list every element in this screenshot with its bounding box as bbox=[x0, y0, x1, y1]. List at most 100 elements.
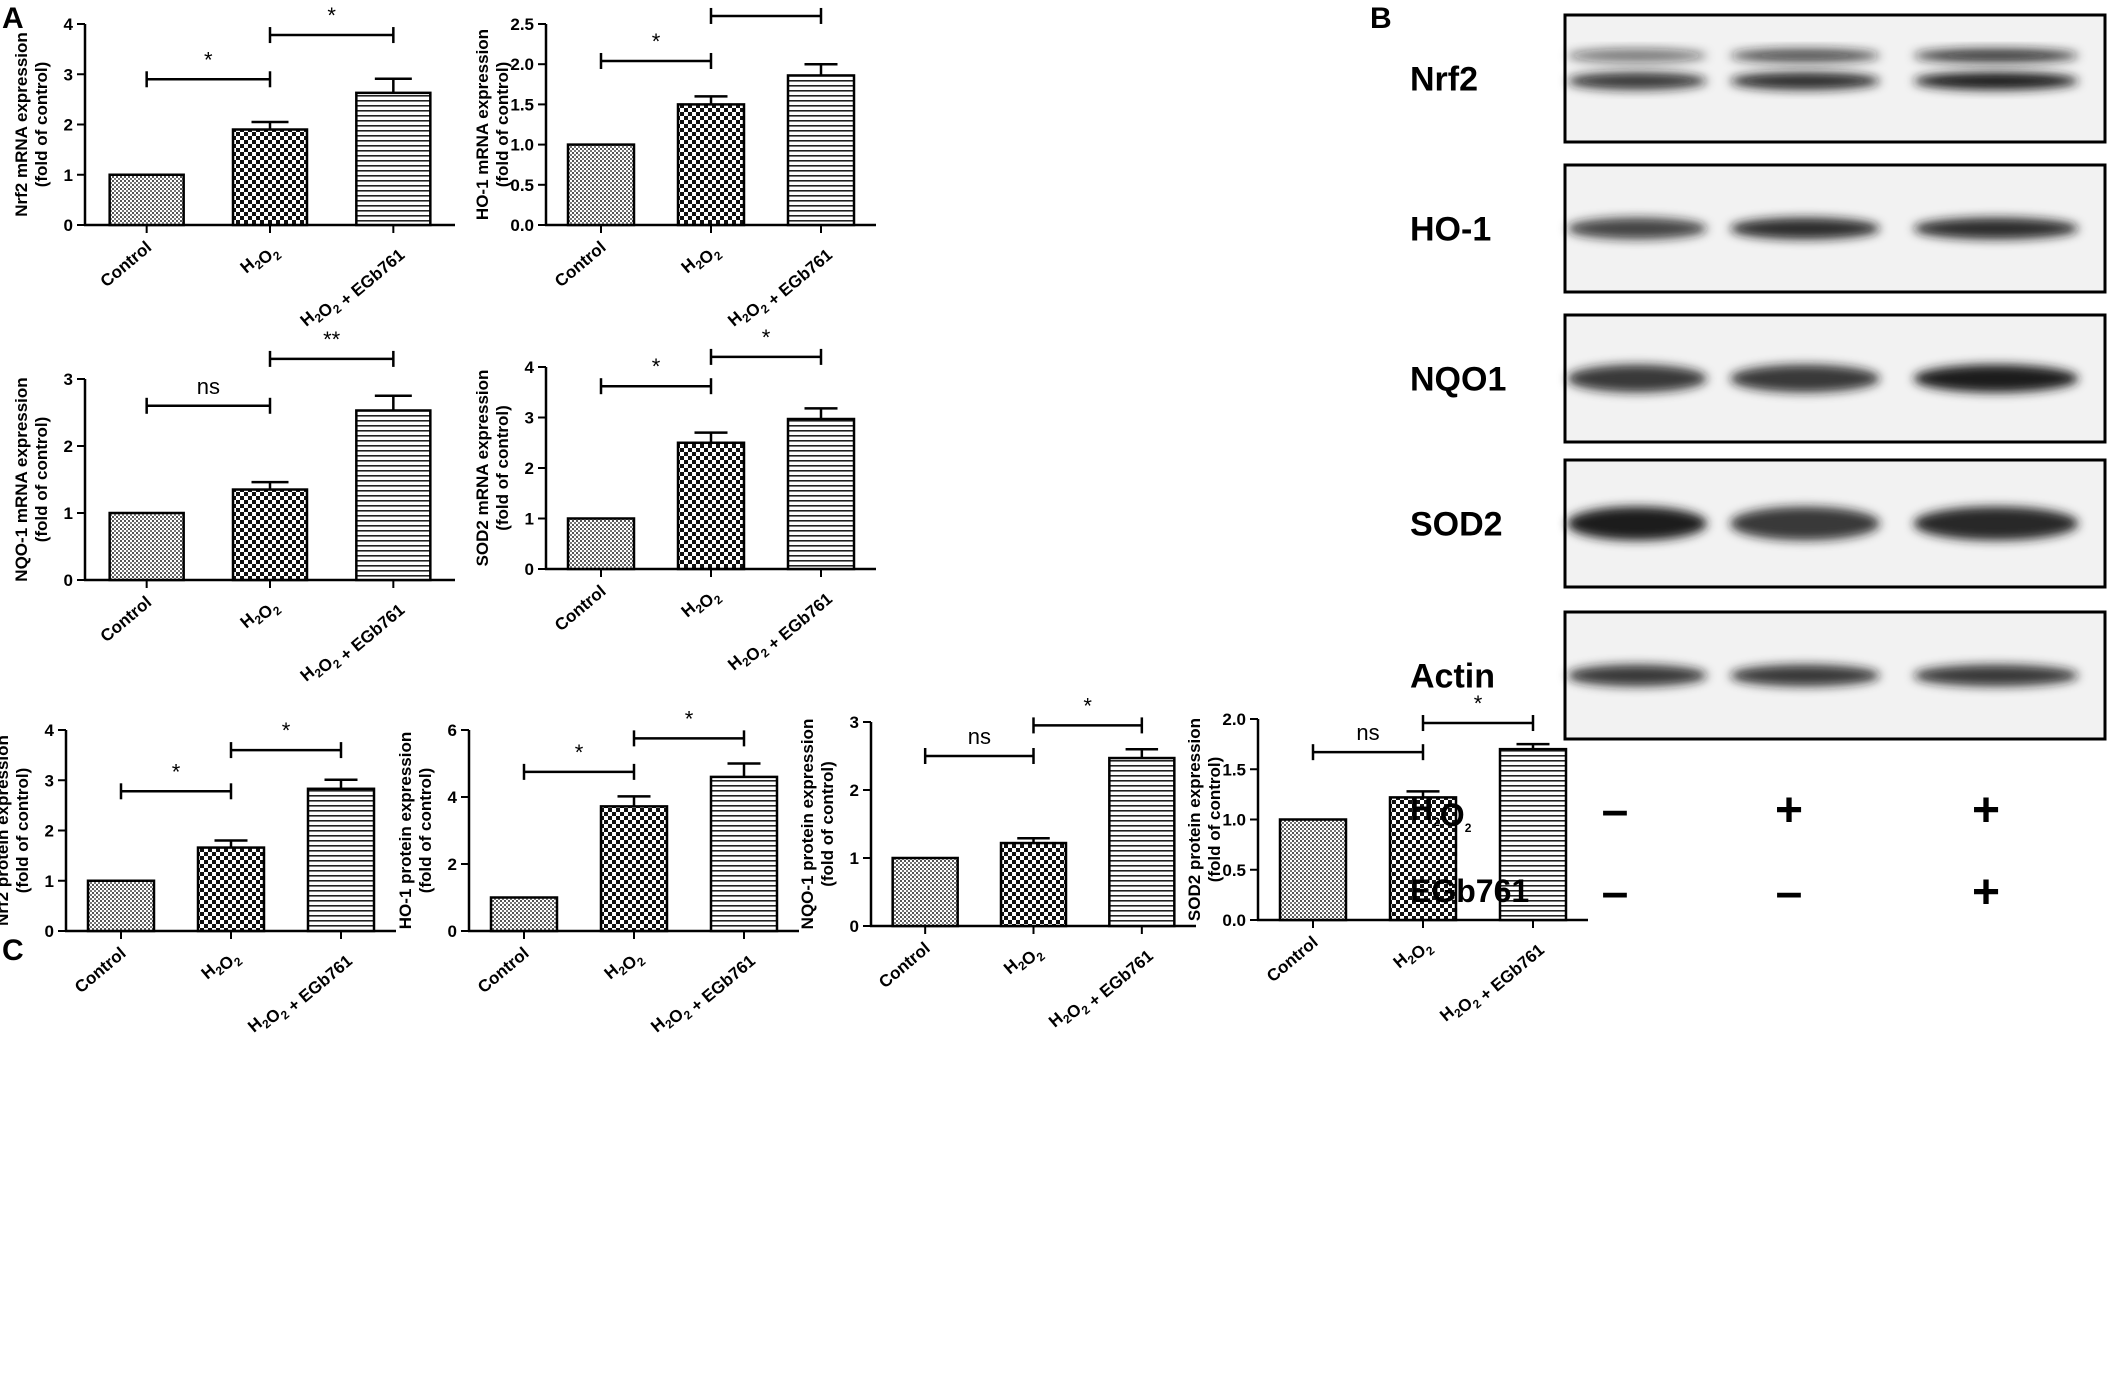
y-tick-label: 0 bbox=[850, 917, 859, 936]
y-tick-label: 2.0 bbox=[510, 55, 534, 74]
blot-band bbox=[1913, 664, 2079, 687]
blot-protein-label: Actin bbox=[1410, 658, 1495, 696]
treatment-label: H2O2 bbox=[1410, 791, 1472, 835]
y-tick-label: 6 bbox=[448, 721, 457, 740]
bar bbox=[1278, 818, 1348, 922]
category-label: H2O2 bbox=[237, 237, 285, 284]
bar bbox=[566, 517, 636, 571]
y-tick-label: 3 bbox=[64, 65, 73, 84]
category-label: H2O2 bbox=[678, 581, 726, 628]
y-tick-label: 1 bbox=[525, 510, 534, 529]
blot-band bbox=[1730, 48, 1880, 63]
y-tick-label: 1 bbox=[64, 504, 73, 523]
category-label: Control bbox=[71, 944, 130, 997]
y-tick-label: 0 bbox=[525, 560, 534, 579]
blot-band bbox=[1567, 72, 1707, 91]
panel-letter-a: A bbox=[2, 2, 24, 35]
blot-protein-label: HO-1 bbox=[1410, 211, 1491, 249]
chart-ho1-mrna: 0.0 0.5 1.0 1.5 2.0 2.5 HO-1 mRNA expression (f… bbox=[473, 0, 876, 338]
panel-letter-c: C bbox=[2, 934, 24, 967]
category-label: H2O2 bbox=[198, 943, 246, 990]
blot-band bbox=[1913, 72, 2079, 91]
panel-letter-b: B bbox=[1370, 2, 1392, 35]
category-label: Control bbox=[1263, 933, 1322, 986]
y-tick-label: 3 bbox=[525, 409, 534, 428]
treatment-sign: + bbox=[1972, 784, 2000, 837]
y-tick-label: 4 bbox=[45, 721, 55, 740]
significance-label: ns bbox=[968, 724, 991, 749]
y-tick-label: 2 bbox=[850, 781, 859, 800]
y-axis-label: SOD2 mRNA expression bbox=[473, 370, 492, 567]
y-axis-label: NQO-1 mRNA expression bbox=[12, 377, 31, 581]
y-tick-label: 3 bbox=[64, 370, 73, 389]
y-tick-label: 2.5 bbox=[510, 15, 534, 34]
blot-band bbox=[1730, 506, 1880, 541]
significance-label: ns bbox=[197, 374, 220, 399]
y-tick-label: 3 bbox=[45, 771, 54, 790]
chart-nqo1-protein: 0 1 2 3 NQO-1 protein expression (fold of con… bbox=[798, 693, 1196, 1039]
y-axis-label: (fold of control) bbox=[416, 768, 435, 894]
blot-band bbox=[1730, 364, 1880, 393]
y-tick-label: 0 bbox=[64, 216, 73, 235]
y-axis-label: (fold of control) bbox=[32, 62, 51, 188]
significance-label: * bbox=[1474, 691, 1483, 716]
bar bbox=[108, 511, 185, 582]
y-tick-label: 2 bbox=[64, 437, 73, 456]
significance-label: * bbox=[685, 706, 694, 731]
category-label: H2O2 + EGb761 bbox=[724, 238, 836, 338]
bar bbox=[786, 417, 856, 571]
y-tick-label: 2 bbox=[525, 459, 534, 478]
bar bbox=[306, 787, 376, 933]
chart-nrf2-protein: 0 1 2 3 4 Nrf2 protein expression (fold of con… bbox=[0, 718, 396, 1036]
blot-protein-label: SOD2 bbox=[1410, 506, 1503, 544]
chart-nqo1-mrna: 0 1 2 3 NQO-1 mRNA expression (fold of contro… bbox=[12, 327, 455, 685]
significance-label: * bbox=[172, 759, 181, 784]
blot-band bbox=[1730, 72, 1880, 91]
y-axis-label: (fold of control) bbox=[493, 405, 512, 531]
category-label: H2O2 + EGb761 bbox=[1436, 933, 1548, 1033]
blot-band bbox=[1913, 217, 2079, 240]
y-axis-label: Nrf2 mRNA expression bbox=[12, 32, 31, 217]
bar bbox=[196, 846, 266, 933]
y-axis-label: NQO-1 protein expression bbox=[798, 719, 817, 930]
y-tick-label: 0 bbox=[64, 571, 73, 590]
y-tick-label: 3 bbox=[850, 713, 859, 732]
bar bbox=[891, 856, 959, 928]
y-tick-label: 4 bbox=[525, 358, 535, 377]
y-axis-label: HO-1 mRNA expression bbox=[473, 29, 492, 220]
bar bbox=[231, 488, 309, 582]
significance-label: * bbox=[282, 718, 291, 743]
blot-band bbox=[1567, 48, 1707, 63]
category-label: Control bbox=[551, 582, 610, 635]
y-tick-label: 2 bbox=[448, 855, 457, 874]
category-label: H2O2 bbox=[1000, 938, 1048, 985]
blot-band bbox=[1567, 664, 1707, 687]
category-label: Control bbox=[474, 944, 533, 997]
bar bbox=[676, 103, 746, 227]
significance-label: * bbox=[1083, 693, 1092, 718]
chart-ho1-protein: 0 2 4 6 HO-1 protein expression (fold of cont… bbox=[396, 706, 799, 1036]
significance-label: * bbox=[204, 47, 213, 72]
y-tick-label: 1.5 bbox=[1222, 760, 1246, 779]
bar bbox=[999, 841, 1068, 928]
y-tick-label: 1 bbox=[64, 166, 73, 185]
category-label: H2O2 bbox=[237, 592, 285, 639]
y-tick-label: 1.0 bbox=[1222, 811, 1246, 830]
category-label: H2O2 + EGb761 bbox=[297, 238, 409, 338]
category-label: H2O2 + EGb761 bbox=[1045, 939, 1157, 1039]
y-axis-label: HO-1 protein expression bbox=[396, 732, 415, 929]
significance-label: * bbox=[652, 29, 661, 54]
treatment-label: EGb761 bbox=[1410, 873, 1529, 909]
bar bbox=[231, 128, 309, 227]
y-tick-label: 0.5 bbox=[1222, 861, 1246, 880]
treatment-sign: + bbox=[1775, 784, 1803, 837]
y-tick-label: 2.0 bbox=[1222, 710, 1246, 729]
category-label: Control bbox=[97, 593, 156, 646]
y-axis-label: (fold of control) bbox=[32, 417, 51, 543]
y-tick-label: 0.0 bbox=[1222, 911, 1246, 930]
chart-nrf2-mrna: 0 1 2 3 4 Nrf2 mRNA expression (fold of contro… bbox=[12, 3, 455, 338]
significance-label: * bbox=[575, 740, 584, 765]
y-tick-label: 1.0 bbox=[510, 136, 534, 155]
treatment-sign: – bbox=[1602, 866, 1629, 919]
